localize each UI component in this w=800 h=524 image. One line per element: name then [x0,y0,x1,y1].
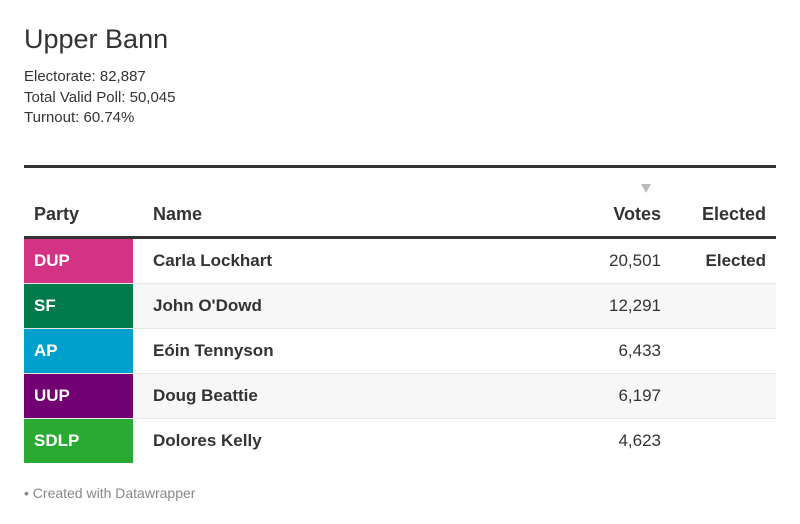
party-label: UUP [34,386,70,405]
elected-status: Elected [705,251,766,270]
table-row: SF John O'Dowd 12,291 [24,284,776,329]
header-elected[interactable]: Elected [701,204,766,224]
candidate-name: Eóin Tennyson [153,341,274,360]
votes-value: 20,501 [609,251,661,270]
candidate-name: Dolores Kelly [153,431,262,450]
party-label: DUP [34,251,70,270]
page-title: Upper Bann [24,24,169,54]
party-label: SF [34,296,56,315]
candidate-name: Doug Beattie [153,386,258,405]
constituency-stats: Electorate: 82,887 Total Valid Poll: 50,… [24,67,176,129]
party-cell: AP [24,329,133,373]
sort-down-icon[interactable] [641,184,651,193]
party-cell: SDLP [24,419,133,463]
party-cell: UUP [24,374,133,418]
votes-value: 12,291 [609,296,661,315]
results-table: Party Name Votes Elected DUP Carla Lockha… [24,165,776,463]
party-cell: SF [24,284,133,328]
total-valid-poll-stat: Total Valid Poll: 50,045 [24,88,176,106]
header-votes[interactable]: Votes [613,204,661,224]
header-name[interactable]: Name [153,204,203,224]
votes-value: 4,623 [618,431,661,450]
table-row: UUP Doug Beattie 6,197 [24,374,776,419]
electorate-stat: Electorate: 82,887 [24,68,146,85]
table-row: AP Eóin Tennyson 6,433 [24,329,776,374]
votes-value: 6,433 [618,341,661,360]
footer-credit: • Created with Datawrapper [24,485,196,501]
turnout-stat: Turnout: 60.74% [24,109,135,126]
table-header: Party Name Votes Elected [24,168,776,239]
party-label: AP [34,341,58,360]
table-row: DUP Carla Lockhart 20,501 Elected [24,239,776,284]
candidate-name: Carla Lockhart [153,251,273,270]
header-party[interactable]: Party [34,204,80,224]
table-body: DUP Carla Lockhart 20,501 Elected SF John O'D… [24,239,776,463]
party-label: SDLP [34,431,80,450]
party-cell: DUP [24,239,133,283]
votes-value: 6,197 [618,386,661,405]
table-row: SDLP Dolores Kelly 4,623 [24,419,776,463]
candidate-name: John O'Dowd [153,296,262,315]
